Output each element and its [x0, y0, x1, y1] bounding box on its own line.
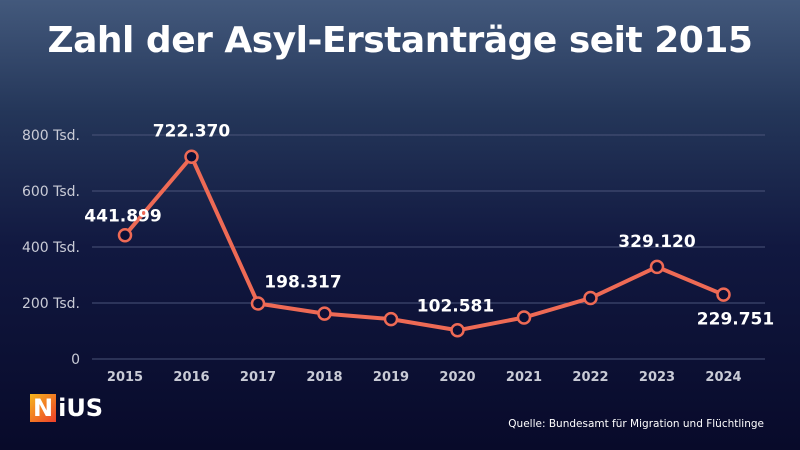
data-point	[184, 149, 199, 164]
data-point	[649, 259, 665, 275]
y-tick-label: 800 Tsd.	[22, 128, 80, 144]
data-label: 229.751	[697, 310, 774, 330]
x-tick-label: 2019	[373, 370, 409, 385]
x-tick-label: 2017	[240, 370, 276, 385]
y-tick-label: 200 Tsd.	[22, 296, 80, 312]
data-point	[516, 310, 532, 325]
data-point	[250, 296, 266, 311]
data-point	[383, 311, 399, 327]
x-tick-label: 2023	[639, 370, 675, 385]
x-tick-label: 2024	[705, 370, 741, 385]
data-point	[450, 323, 465, 338]
series-line	[123, 154, 725, 333]
x-tick-label: 2021	[506, 370, 542, 385]
source-note: Quelle: Bundesamt für Migration und Flüc…	[508, 418, 764, 430]
y-tick-label: 600 Tsd.	[22, 184, 80, 200]
data-label: 441.899	[84, 206, 161, 226]
x-tick-label: 2020	[439, 370, 475, 385]
x-tick-label: 2016	[173, 370, 209, 385]
data-point	[583, 290, 598, 306]
y-tick-label: 400 Tsd.	[22, 240, 80, 256]
data-label: 329.120	[618, 232, 696, 252]
data-label: 722.370	[153, 122, 231, 142]
logo-text: iUS	[58, 394, 104, 422]
data-point	[317, 306, 332, 321]
x-tick-label: 2018	[306, 370, 342, 385]
chart-title: Zahl der Asyl-Erstanträge seit 2015	[47, 20, 753, 61]
nius-logo: N iUS	[30, 394, 103, 422]
logo-n: N	[30, 394, 57, 422]
x-tick-label: 2022	[572, 370, 608, 385]
data-label: 198.317	[264, 272, 341, 292]
x-tick-label: 2015	[107, 370, 143, 385]
data-point	[117, 228, 133, 243]
data-point	[716, 287, 731, 302]
data-label: 102.581	[417, 296, 494, 316]
y-tick-label: 0	[71, 352, 80, 368]
